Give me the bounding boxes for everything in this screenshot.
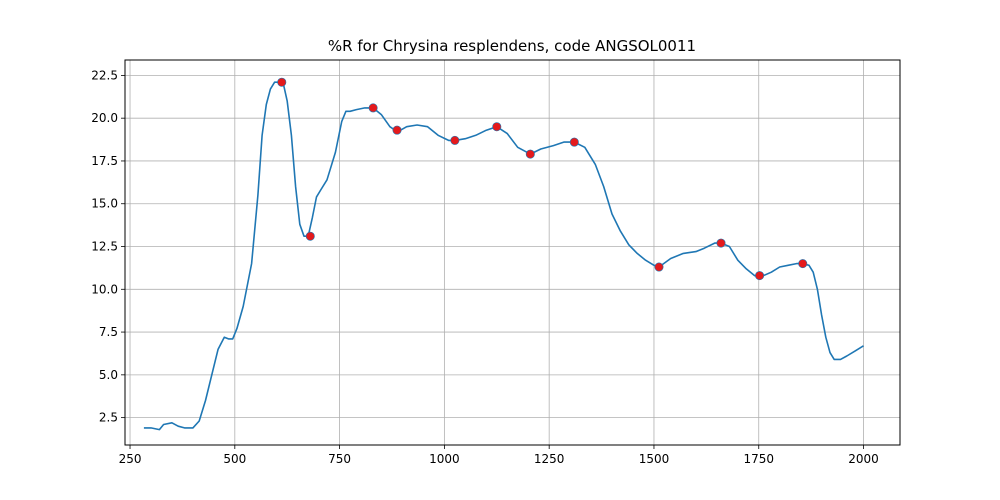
peak-marker <box>569 137 579 147</box>
x-tick-label: 500 <box>223 452 246 466</box>
y-tick-label: 2.5 <box>99 411 118 425</box>
y-tick-label: 20.0 <box>91 111 118 125</box>
x-tick-label: 1000 <box>429 452 460 466</box>
peak-marker-layer <box>277 77 808 281</box>
y-axis: 2.5 5.0 7.5 10.0 12.5 15.0 17.5 20.0 22.5 <box>91 68 125 425</box>
x-tick-label: 750 <box>328 452 351 466</box>
peak-marker <box>525 149 535 159</box>
x-tick-label: 2000 <box>848 452 879 466</box>
peak-marker <box>716 238 726 248</box>
y-tick-label: 10.0 <box>91 282 118 296</box>
x-tick-label: 1750 <box>743 452 774 466</box>
y-tick-label: 12.5 <box>91 240 118 254</box>
peak-marker <box>305 231 315 241</box>
plot-frame <box>124 59 901 446</box>
peak-marker <box>492 122 502 132</box>
y-tick-label: 15.0 <box>91 197 118 211</box>
y-tick-label: 17.5 <box>91 154 118 168</box>
peak-marker <box>277 77 287 87</box>
peak-marker <box>654 262 664 272</box>
peak-marker <box>755 271 765 281</box>
y-tick-label: 22.5 <box>91 68 118 82</box>
y-tick-label: 5.0 <box>99 368 118 382</box>
grid <box>125 60 900 445</box>
peak-marker <box>392 125 402 135</box>
x-axis: 250 500 750 1000 1250 1500 1750 2000 <box>119 445 879 466</box>
y-tick-label: 7.5 <box>99 325 118 339</box>
x-tick-label: 250 <box>119 452 142 466</box>
x-tick-label: 1250 <box>534 452 565 466</box>
peak-marker <box>450 135 460 145</box>
x-tick-label: 1500 <box>639 452 670 466</box>
peak-marker <box>798 259 808 269</box>
peak-marker <box>368 103 378 113</box>
chart-title: %R for Chrysina resplendens, code ANGSOL… <box>328 37 696 55</box>
